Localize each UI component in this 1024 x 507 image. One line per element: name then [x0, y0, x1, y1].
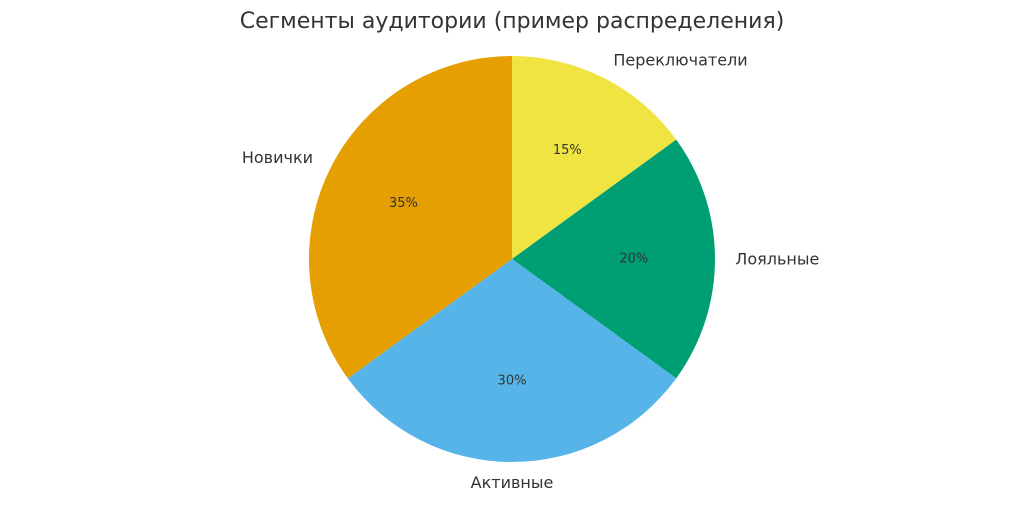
pie-category-label-2: Лояльные [735, 250, 819, 269]
pie-pct-label-4: 35% [389, 196, 418, 211]
pie-slice-3 [347, 259, 677, 462]
pie-slice-2 [512, 139, 715, 379]
pie-category-label-3: Активные [471, 473, 554, 492]
pie-category-label-4: Новички [242, 148, 313, 167]
pie-pct-label-3: 30% [498, 373, 527, 388]
chart-title: Сегменты аудитории (пример распределения… [240, 9, 785, 34]
pie-slices [309, 56, 715, 462]
pie-pct-label-2: 20% [619, 252, 648, 267]
pie-category-label-1: Переключатели [613, 51, 747, 70]
pie-slice-4 [309, 56, 512, 379]
pie-labels: 15% Переключатели 20% Лояльные 30% Активные 35… [242, 51, 819, 492]
pie-pct-label-1: 15% [553, 143, 582, 158]
pie-slice-1 [512, 56, 677, 259]
